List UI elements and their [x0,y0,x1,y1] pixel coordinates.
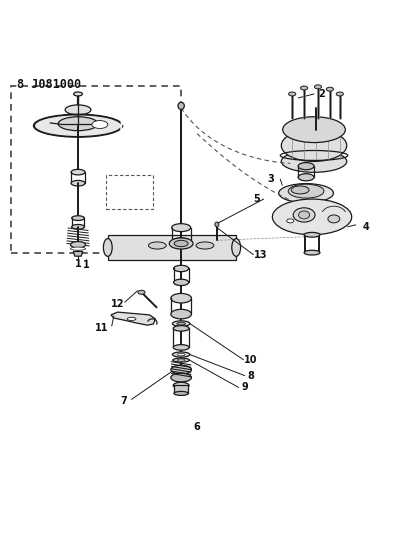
Ellipse shape [172,321,190,326]
Ellipse shape [288,184,324,198]
Polygon shape [108,235,236,260]
Text: 1: 1 [75,259,82,269]
Ellipse shape [289,92,296,96]
Text: 7: 7 [120,397,127,406]
Ellipse shape [34,115,122,136]
Ellipse shape [173,345,189,350]
Text: 11: 11 [95,323,109,333]
Text: 13: 13 [254,249,267,260]
Ellipse shape [173,326,189,331]
Text: 5: 5 [253,194,260,204]
Text: 2: 2 [318,89,325,99]
Ellipse shape [298,163,314,169]
Text: 9: 9 [241,383,248,392]
Ellipse shape [314,85,322,89]
Ellipse shape [283,117,345,142]
Ellipse shape [196,242,214,249]
Ellipse shape [171,309,191,319]
Ellipse shape [281,130,347,161]
Ellipse shape [138,290,145,294]
Ellipse shape [326,87,334,91]
Bar [106,175,153,209]
Ellipse shape [171,294,191,303]
Text: 12: 12 [111,299,125,309]
Ellipse shape [279,183,334,203]
Ellipse shape [58,117,98,131]
Text: 6: 6 [194,422,200,432]
Ellipse shape [71,181,85,186]
Text: 3: 3 [267,174,274,184]
Ellipse shape [148,242,166,249]
Text: 4: 4 [362,222,369,232]
Ellipse shape [70,247,86,250]
Ellipse shape [72,224,84,229]
Ellipse shape [304,250,320,255]
Ellipse shape [336,92,343,96]
Ellipse shape [65,105,91,115]
Ellipse shape [298,211,310,219]
Ellipse shape [300,86,308,90]
Ellipse shape [172,224,191,232]
Ellipse shape [174,240,188,247]
Ellipse shape [272,199,352,235]
Text: 8: 8 [247,370,254,381]
Polygon shape [111,312,155,325]
Ellipse shape [328,215,340,223]
Ellipse shape [304,232,320,237]
Ellipse shape [70,241,86,248]
Text: 1: 1 [83,260,89,270]
Bar [11,86,181,253]
Ellipse shape [127,317,136,320]
Ellipse shape [169,238,193,249]
Ellipse shape [174,391,188,395]
Ellipse shape [293,208,315,222]
Ellipse shape [173,382,189,389]
Polygon shape [73,252,83,256]
Ellipse shape [71,169,85,175]
Ellipse shape [72,216,84,221]
Ellipse shape [232,239,240,256]
Ellipse shape [174,265,189,272]
Text: 10: 10 [244,354,258,365]
Ellipse shape [171,365,191,374]
Ellipse shape [177,322,185,325]
Ellipse shape [74,92,82,96]
Text: 8 J081000: 8 J081000 [17,78,81,91]
Ellipse shape [215,222,219,227]
Ellipse shape [172,238,191,246]
Ellipse shape [103,239,112,256]
Ellipse shape [287,219,294,223]
Ellipse shape [298,174,314,181]
Polygon shape [174,385,188,393]
Ellipse shape [173,358,189,362]
Ellipse shape [172,352,190,357]
Ellipse shape [174,279,189,286]
Ellipse shape [281,150,347,172]
Ellipse shape [92,120,108,128]
Ellipse shape [291,186,309,194]
Ellipse shape [177,353,185,356]
Ellipse shape [177,359,185,361]
Ellipse shape [178,102,184,109]
Ellipse shape [171,373,191,382]
